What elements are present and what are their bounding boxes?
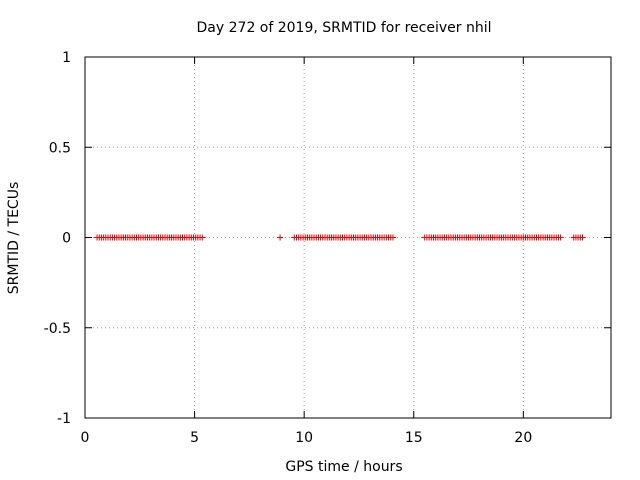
data-point (277, 234, 284, 241)
chart-title: Day 272 of 2019, SRMTID for receiver nhi… (197, 20, 492, 36)
x-tick-label: 10 (295, 430, 313, 446)
y-tick-label: -0.5 (44, 321, 71, 337)
data-point (199, 234, 206, 241)
y-tick-label: 1 (62, 50, 71, 66)
data-point (557, 234, 564, 241)
y-axis-label: SRMTID / TECUs (6, 182, 22, 295)
x-tick-label: 5 (190, 430, 199, 446)
data-point (579, 234, 586, 241)
x-axis-label: GPS time / hours (285, 459, 402, 475)
y-tick-label: 0 (62, 231, 71, 247)
y-tick-label: 0.5 (49, 140, 71, 156)
x-tick-label: 15 (405, 430, 423, 446)
axis-ticks: 0 5 10 15 20 -1 -0.5 0 0.5 1 (44, 50, 611, 446)
y-tick-label: -1 (57, 411, 71, 427)
data-point (389, 234, 396, 241)
data-points (94, 234, 586, 241)
x-tick-label: 20 (514, 430, 532, 446)
x-tick-label: 0 (81, 430, 90, 446)
